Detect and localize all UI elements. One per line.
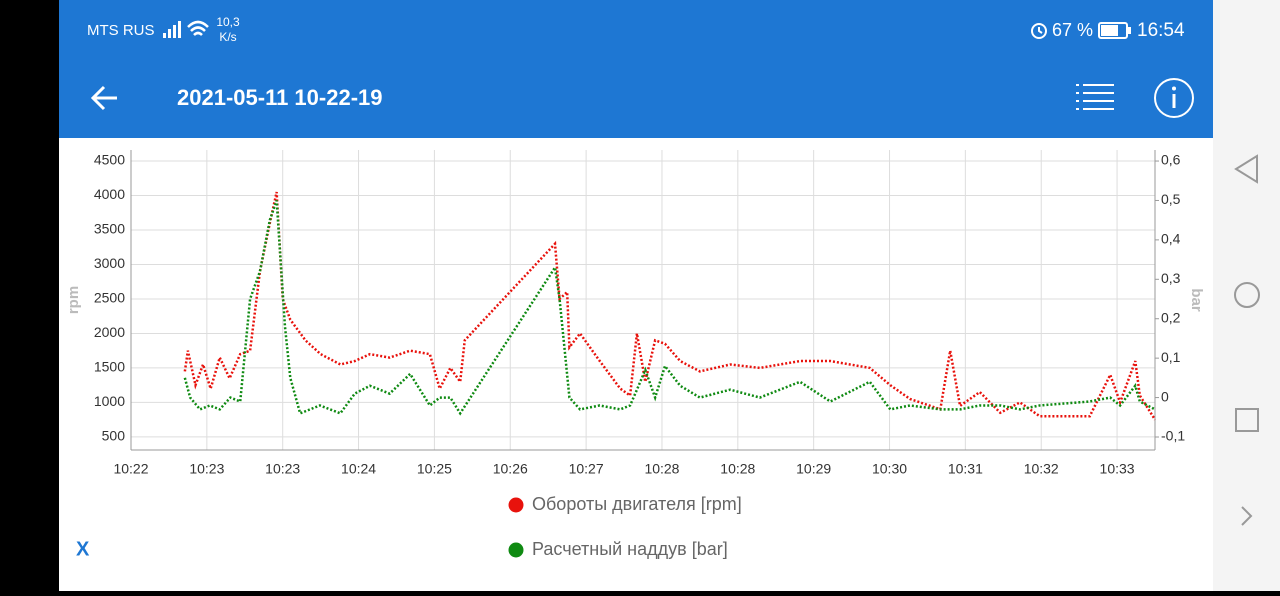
screen-title: 2021-05-11 10-22-19 [177,85,383,110]
x-tick-label: 10:31 [948,461,983,477]
x-tick-label: 10:23 [189,461,224,477]
legend-marker [508,542,524,558]
y-tick-label: 2000 [94,324,125,340]
nav-more[interactable] [1241,506,1253,526]
nav-recent[interactable] [1235,408,1259,432]
battery-icon [1098,22,1131,39]
x-tick-label: 10:26 [493,461,528,477]
wifi-icon [187,20,209,36]
y2-tick-label: 0,6 [1161,152,1181,168]
y2-tick-label: 0,4 [1161,231,1181,247]
x-tick-label: 10:25 [417,461,452,477]
battery-percent: 67 % [1052,20,1093,40]
x-button[interactable]: X [76,538,90,560]
x-tick-label: 10:23 [265,461,300,477]
y-tick-label: 2500 [94,290,125,306]
x-tick-label: 10:28 [720,461,755,477]
y-tick-label: 4000 [94,186,125,202]
y-tick-label: 1500 [94,359,125,375]
net-speed: 10,3 [216,15,240,29]
y-tick-label: 1000 [94,393,125,409]
nav-bar [1213,0,1280,591]
y2-tick-label: 0,5 [1161,191,1181,207]
x-tick-label: 10:30 [872,461,907,477]
x-tick-label: 10:33 [1100,461,1135,477]
back-button[interactable] [90,85,117,111]
y2-axis-label: bar [1188,288,1205,312]
y2-tick-label: 0 [1161,388,1169,404]
y2-tick-label: -0,1 [1161,428,1185,444]
x-tick-label: 10:22 [113,461,148,477]
legend-label: Расчетный наддув [bar] [532,539,728,559]
clock: 16:54 [1137,20,1185,41]
list-button[interactable] [1076,84,1114,110]
info-button[interactable] [1154,78,1194,118]
x-tick-label: 10:27 [569,461,604,477]
alarm-icon [1031,23,1047,39]
nav-back[interactable] [1234,154,1258,184]
y2-tick-label: 0,1 [1161,349,1181,365]
x-tick-label: 10:29 [796,461,831,477]
app-header [59,0,1213,138]
y-tick-label: 3000 [94,255,125,271]
x-tick-label: 10:28 [644,461,679,477]
y-tick-label: 4500 [94,152,125,168]
left-strip [0,0,59,591]
signal-icon [163,21,181,38]
carrier: MTS RUS [87,22,155,39]
x-tick-label: 10:24 [341,461,376,477]
y2-tick-label: 0,3 [1161,270,1181,286]
y2-tick-label: 0,2 [1161,309,1181,325]
legend-label: Обороты двигателя [rpm] [532,494,742,514]
net-speed-unit: K/s [219,30,236,44]
y-tick-label: 500 [102,428,126,444]
x-tick-label: 10:32 [1024,461,1059,477]
y-tick-label: 3500 [94,221,125,237]
nav-home[interactable] [1234,282,1260,308]
y-axis-label: rpm [65,286,82,314]
series-line [183,200,1156,416]
legend-marker [508,497,524,513]
